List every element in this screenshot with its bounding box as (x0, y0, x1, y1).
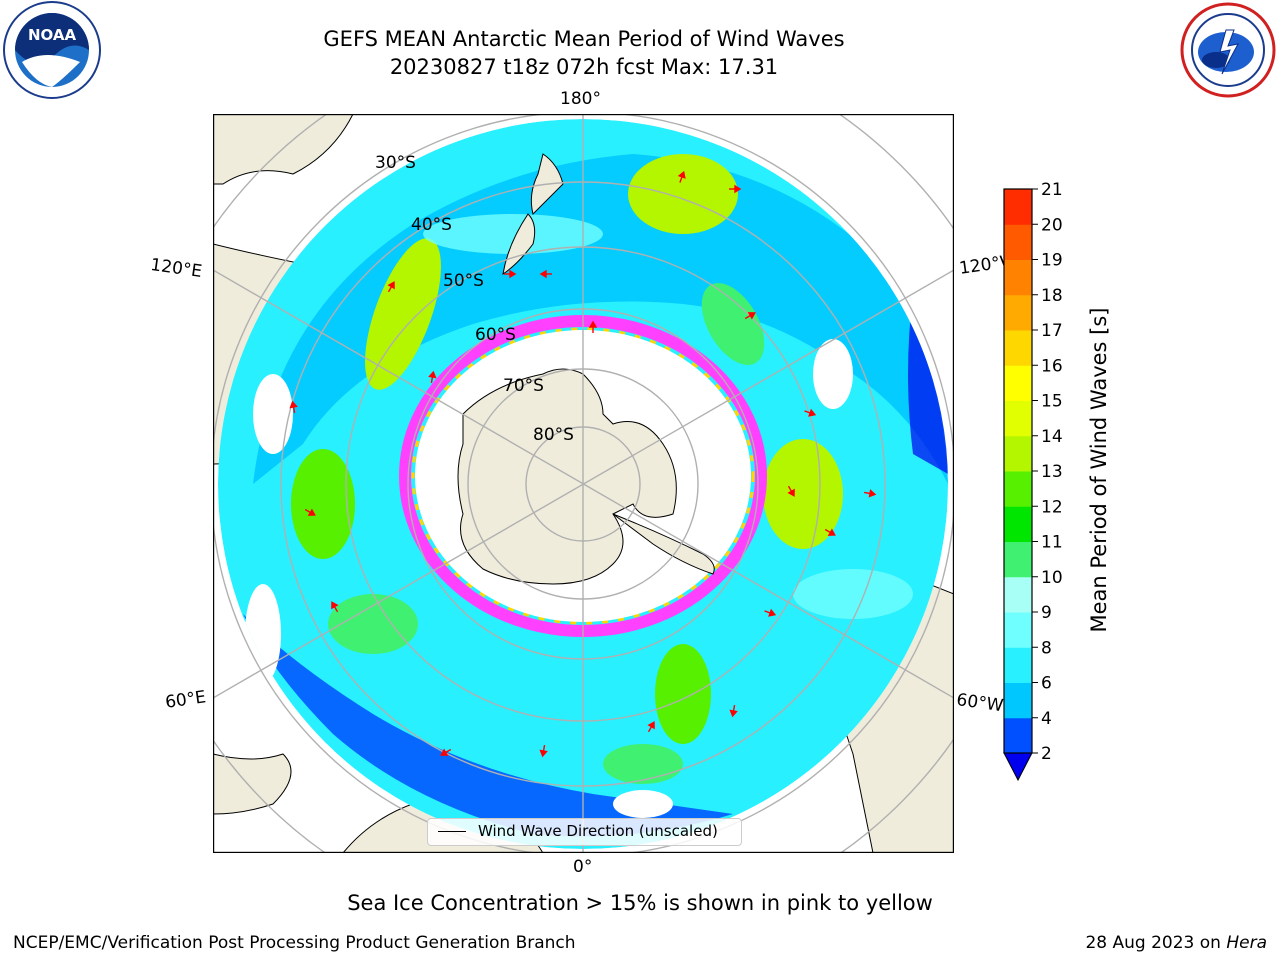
lat-label-70s: 70°S (503, 376, 544, 396)
lon-label-0: 0° (573, 857, 593, 877)
noaa-logo-icon: NOAA (3, 1, 101, 99)
colorbar-tick-label: 17 (1041, 321, 1063, 341)
lat-label-50s: 50°S (443, 271, 484, 291)
noaa-logo: NOAA (0, 0, 104, 104)
colorbar-tick-label: 18 (1041, 286, 1063, 306)
footer-date: 28 Aug 2023 on Hera (1085, 933, 1267, 953)
sea-ice-note: Sea Ice Concentration > 15% is shown in … (347, 891, 933, 915)
footer-org: NCEP/EMC/Verification Post Processing Pr… (13, 933, 576, 953)
colorbar-swatch (1004, 506, 1032, 542)
colorbar-tick-label: 13 (1041, 462, 1063, 482)
colorbar-swatch (1004, 365, 1032, 401)
lat-label-40s: 40°S (411, 215, 452, 235)
colorbar-tick-label: 4 (1041, 709, 1052, 729)
colorbar-swatch (1004, 682, 1032, 719)
legend-label: Wind Wave Direction (unscaled) (478, 822, 718, 840)
map-panel: 30°S 40°S 50°S 60°S 70°S 80°S (213, 114, 954, 853)
polar-map: 30°S 40°S 50°S 60°S 70°S 80°S (213, 114, 954, 853)
colorbar-swatch (1004, 541, 1032, 578)
chart-subtitle: 20230827 t18z 072h fcst Max: 17.31 (389, 55, 779, 79)
colorbar-swatch (1004, 189, 1032, 225)
colorbar-tick-label: 19 (1041, 251, 1063, 271)
footer-date-text: 28 Aug 2023 on (1085, 933, 1227, 953)
colorbar-swatch (1004, 435, 1032, 472)
colorbar-tick-label: 6 (1041, 674, 1052, 694)
colorbar-swatch (1004, 717, 1032, 754)
colorbar-swatch (1004, 576, 1032, 613)
colorbar-swatch (1004, 224, 1032, 260)
colorbar-tick-label: 11 (1041, 533, 1063, 553)
colorbar-tick-label: 15 (1041, 392, 1063, 412)
colorbar-swatch (1004, 400, 1032, 437)
colorbar-tick-label: 12 (1041, 497, 1063, 517)
footer-system: Hera (1226, 933, 1267, 953)
legend-line-swatch (438, 831, 466, 832)
colorbar-graphic: 2 4 6 8 9 10 11 12 13 14 15 16 17 18 19 20 21 Mean Perio… (1003, 180, 1111, 782)
colorbar-tick-label: 14 (1041, 427, 1063, 447)
colorbar-tick-label: 8 (1041, 638, 1052, 658)
colorbar-tick-label: 21 (1041, 180, 1063, 200)
lon-label-180: 180° (560, 89, 601, 109)
lon-label-120e: 120°E (149, 255, 204, 283)
lon-label-60e: 60°E (164, 687, 208, 713)
colorbar-swatch (1004, 294, 1032, 331)
colorbar-tick-label: 2 (1041, 744, 1052, 764)
colorbar-swatch (1004, 471, 1032, 507)
map-legend: Wind Wave Direction (unscaled) (427, 818, 742, 846)
colorbar-swatch (1004, 612, 1032, 648)
lat-label-60s: 60°S (475, 325, 516, 345)
svg-text:NOAA: NOAA (28, 26, 77, 44)
lat-label-30s: 30°S (375, 153, 416, 173)
colorbar-swatch (1004, 330, 1032, 366)
colorbar-tick-label: 10 (1041, 568, 1063, 588)
chart-title: GEFS MEAN Antarctic Mean Period of Wind … (323, 27, 845, 51)
colorbar-tick-label: 16 (1041, 356, 1063, 376)
colorbar-label: Mean Period of Wind Waves [s] (1087, 308, 1111, 633)
colorbar: 2 4 6 8 9 10 11 12 13 14 15 16 17 18 19 20 21 Mean Perio… (990, 180, 1130, 790)
nws-logo-icon (1180, 2, 1276, 98)
lat-label-80s: 80°S (533, 425, 574, 445)
colorbar-tick-label: 9 (1041, 603, 1052, 623)
colorbar-tick-label: 20 (1041, 215, 1063, 235)
colorbar-swatch (1004, 259, 1032, 296)
colorbar-extend-triangle (1003, 752, 1033, 782)
nws-logo (1176, 0, 1280, 104)
colorbar-swatch (1004, 647, 1032, 683)
